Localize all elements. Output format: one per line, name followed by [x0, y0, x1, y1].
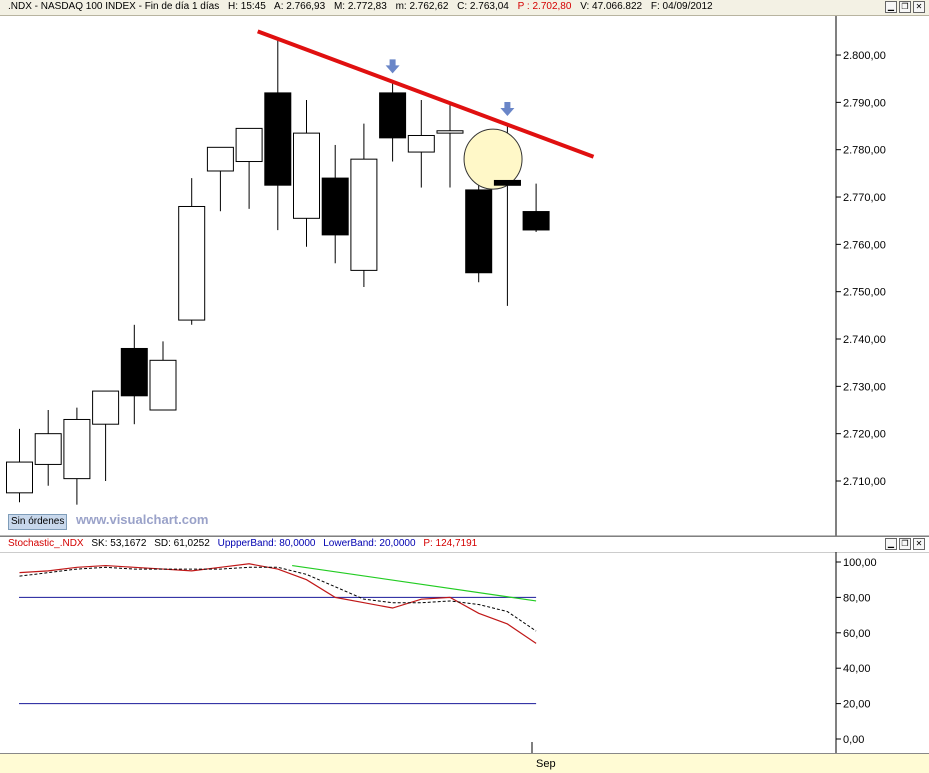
highlight-circle [463, 128, 523, 190]
minimize-icon[interactable]: ▁ [885, 538, 897, 550]
price-tick-label: 2.740,00 [843, 334, 886, 346]
watermark: www.visualchart.com [76, 512, 209, 527]
price-tick-label: 2.750,00 [843, 287, 886, 299]
price-tick-label: 2.770,00 [843, 192, 886, 204]
low-label: m: 2.762,62 [395, 1, 449, 12]
candle-body [6, 461, 33, 494]
candle-body [436, 130, 464, 134]
stoch-trendline [292, 564, 537, 602]
candle-body [206, 146, 234, 172]
price-tick-label: 2.800,00 [843, 50, 886, 62]
volume-label: V: 47.066.822 [580, 1, 643, 12]
candle-body [350, 158, 378, 271]
high-label: M: 2.772,83 [333, 1, 387, 12]
price-tick-label: 2.720,00 [843, 429, 886, 441]
price-tick-label: 2.730,00 [843, 381, 886, 393]
chart-header: .NDX - NASDAQ 100 INDEX - Fin de día 1 d… [0, 0, 929, 16]
stoch-tick-label: 80,00 [843, 592, 871, 604]
down-arrow-icon [500, 102, 515, 117]
sd-line [19, 566, 537, 632]
price-tick-label: 2.790,00 [843, 97, 886, 109]
candle-body [178, 205, 206, 321]
window-controls: ▁ ❐ ✕ [885, 1, 925, 13]
candle-body [120, 347, 148, 397]
lower-band-value: LowerBand: 20,0000 [323, 538, 416, 549]
indicator-name: Stochastic_.NDX [8, 538, 84, 549]
price-tick-label: 2.760,00 [843, 239, 886, 251]
sk-line [19, 563, 537, 644]
x-tick-label: Sep [536, 758, 556, 770]
hour-label: H: 15:45 [227, 1, 266, 12]
candle-body [149, 359, 177, 411]
time-axis: Sep [0, 753, 929, 773]
restore-icon[interactable]: ❐ [899, 538, 911, 550]
indicator-window-controls: ▁ ❐ ✕ [885, 538, 925, 550]
resistance-trendline [257, 29, 595, 159]
symbol-label: .NDX - NASDAQ 100 INDEX - Fin de día 1 d… [8, 1, 220, 12]
upper-band-value: UppperBand: 80,0000 [217, 538, 316, 549]
stoch-tick-label: 20,00 [843, 699, 871, 711]
restore-icon[interactable]: ❐ [899, 1, 911, 13]
stoch-tick-label: 40,00 [843, 663, 871, 675]
candle-body [293, 132, 320, 219]
stoch-tick-label: 60,00 [843, 628, 871, 640]
candle-body [63, 418, 91, 480]
candle-body [493, 179, 521, 186]
date-label: F: 04/09/2012 [650, 1, 713, 12]
p-label: P : 2.702,80 [517, 1, 572, 12]
candle-body [34, 433, 62, 465]
candle-body [407, 134, 435, 153]
candle-body [379, 92, 407, 139]
candle-body [92, 390, 120, 425]
candle-body [522, 211, 550, 231]
indicator-p-value: P: 124,7191 [423, 538, 478, 549]
down-arrow-icon [385, 59, 400, 74]
sk-value: SK: 53,1672 [91, 538, 147, 549]
minimize-icon[interactable]: ▁ [885, 1, 897, 13]
stoch-tick-label: 0,00 [843, 734, 864, 746]
price-tick-label: 2.710,00 [843, 476, 886, 488]
candle-body [235, 127, 263, 163]
close-icon[interactable]: ✕ [913, 538, 925, 550]
candle-body [321, 177, 349, 236]
candle-body [264, 92, 292, 186]
close-icon[interactable]: ✕ [913, 1, 925, 13]
sin-ordenes-button[interactable]: Sin órdenes [8, 514, 68, 530]
candle-body [465, 189, 493, 274]
indicator-header: Stochastic_.NDX SK: 53,1672 SD: 61,0252 … [0, 536, 929, 553]
price-tick-label: 2.780,00 [843, 145, 886, 157]
indicator-info: Stochastic_.NDX SK: 53,1672 SD: 61,0252 … [8, 538, 482, 549]
quote-info: .NDX - NASDAQ 100 INDEX - Fin de día 1 d… [8, 1, 719, 12]
close-label: C: 2.763,04 [457, 1, 509, 12]
open-label: A: 2.766,93 [274, 1, 326, 12]
sd-value: SD: 61,0252 [154, 538, 210, 549]
stoch-tick-label: 100,00 [843, 557, 877, 569]
